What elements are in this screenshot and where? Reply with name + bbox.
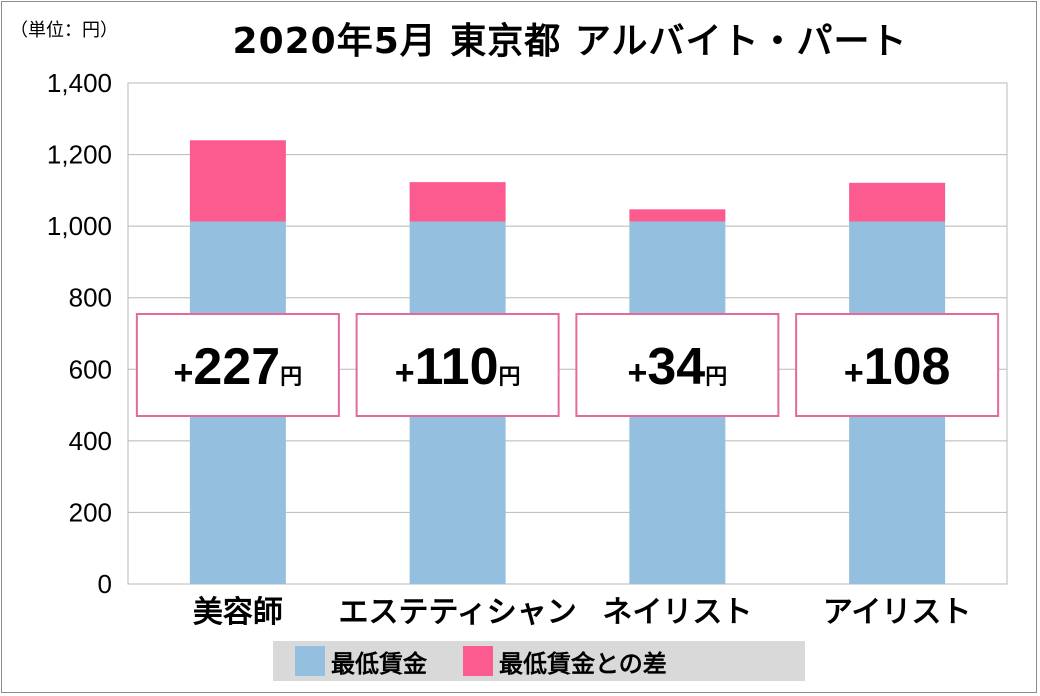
- legend-label-base: 最低賃金: [331, 649, 427, 678]
- callout-box: [355, 313, 560, 417]
- callout-label: +108: [844, 338, 951, 396]
- callout-unit: 円: [280, 365, 302, 390]
- callout-label: +110円: [395, 338, 521, 396]
- y-tick-label: 1,000: [47, 211, 112, 241]
- legend: 最低賃金 最低賃金との差: [273, 641, 805, 681]
- legend-label-diff: 最低賃金との差: [499, 649, 667, 678]
- callout-value: 34: [647, 338, 705, 396]
- y-tick-label: 800: [69, 283, 112, 313]
- callout-box: [135, 313, 340, 417]
- y-tick-label: 1,200: [47, 140, 112, 170]
- callout-box: [575, 313, 780, 417]
- x-tick-label: ネイリスト: [602, 595, 752, 630]
- y-tick-label: 1,400: [47, 68, 112, 98]
- bar-diff: [409, 182, 506, 222]
- unit-label: （単位：円）: [10, 20, 118, 41]
- x-tick-label: 美容師: [193, 595, 283, 630]
- callout-sign: +: [395, 354, 415, 392]
- legend-item-base: 最低賃金: [295, 644, 427, 679]
- x-tick-label: エステティシャン: [339, 595, 577, 630]
- callout-sign: +: [628, 354, 648, 392]
- chart-title: 2020年5月 東京都 アルバイト・パート: [232, 21, 908, 62]
- y-tick-label: 200: [69, 497, 112, 527]
- legend-item-diff: 最低賃金との差: [463, 644, 667, 679]
- legend-swatch-base: [295, 646, 325, 676]
- callout-value: 227: [193, 338, 280, 396]
- legend-swatch-diff: [463, 646, 493, 676]
- plot-area: [127, 82, 1008, 585]
- callout-value: 110: [415, 338, 499, 396]
- callout-value: 108: [864, 338, 951, 396]
- bar-diff: [189, 140, 286, 222]
- callout-label: +34円: [628, 338, 728, 396]
- bar-diff: [629, 209, 726, 222]
- y-tick-label: 400: [69, 426, 112, 456]
- y-tick-label: 600: [69, 354, 112, 384]
- callout-unit: 円: [498, 365, 520, 390]
- bar-diff: [849, 182, 946, 222]
- callout-box: [795, 313, 1000, 417]
- callout-sign: +: [844, 354, 864, 392]
- callout-unit: 円: [705, 365, 727, 390]
- x-tick-label: アイリスト: [823, 595, 972, 630]
- y-tick-label: 0: [98, 569, 112, 599]
- callout-sign: +: [174, 354, 194, 392]
- callout-label: +227円: [174, 338, 303, 396]
